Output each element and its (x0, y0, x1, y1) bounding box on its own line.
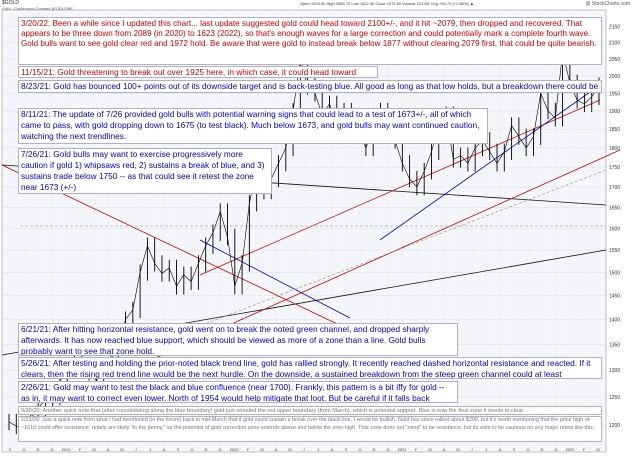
price-label: 2150 (609, 25, 620, 31)
dashed-channel-line (149, 169, 607, 346)
chart-subtitle: Gold - Continuous Contract (EOD) CME (2, 6, 73, 11)
x-tick-label: A (331, 447, 334, 452)
x-tick-label: M (288, 447, 291, 452)
price-label: 1200 (609, 423, 620, 429)
x-tick-label: M (596, 447, 599, 452)
chart-quote: Open 1925.90 High 1983.70 Low 1922.30 Cl… (300, 1, 474, 6)
price-label: 1650 (609, 205, 620, 211)
x-tick-label: J (135, 447, 137, 452)
blue-trend-line-upper (379, 84, 601, 241)
price-label: 1450 (609, 294, 620, 300)
price-label: 1600 (609, 226, 620, 232)
price-label: 1900 (609, 109, 620, 115)
annotation-8-11-21: 8/11/21: The update of 7/26 provided gol… (18, 108, 488, 144)
x-tick-label: A (275, 447, 278, 452)
price-label: 1350 (609, 342, 620, 348)
x-tick-label: N (373, 447, 376, 452)
price-label: 1400 (609, 318, 620, 324)
y-axis-labels: 2150 2100 2050 2000 1950 1900 1850 1800 1750 1700… (609, 25, 620, 429)
x-tick-label: J (149, 447, 151, 452)
price-label: 1300 (609, 368, 620, 374)
x-tick-label: S (513, 447, 516, 452)
price-label: 2000 (609, 74, 620, 80)
annotation-6-21-21: 6/21/21: After hitting horizontal resist… (18, 323, 458, 356)
x-tick-label: 2020 (230, 447, 240, 452)
x-tick-label: D (555, 447, 558, 452)
x-axis-labels: S O N D 2019 F M A M J J A S O N D 2020 F M A M J J A S O N D 2021 F M… (9, 447, 600, 452)
x-tick-label: J (485, 447, 487, 452)
x-tick-label: N (541, 447, 544, 452)
price-label: 1800 (609, 146, 620, 152)
x-tick-label: J (303, 447, 305, 452)
blue-trend-line-lower (199, 239, 351, 319)
price-label: 2050 (609, 57, 620, 63)
x-tick-label: M (456, 447, 459, 452)
x-tick-label: S (345, 447, 348, 452)
x-tick-label: N (205, 447, 208, 452)
x-tick-label: A (443, 447, 446, 452)
annotation-7-26-21: 7/26/21: Gold bulls may want to exercise… (18, 148, 272, 194)
x-tick-label: N (37, 447, 40, 452)
price-label: 1700 (609, 185, 620, 191)
annotation-5-26-21: 5/26/21: After testing and holding the p… (18, 357, 602, 379)
x-tick-label: D (387, 447, 390, 452)
x-tick-label: A (163, 447, 166, 452)
chart-symbol: $GOLD (2, 0, 19, 6)
x-tick-label: D (219, 447, 222, 452)
price-label: 1550 (609, 248, 620, 254)
x-tick-label: F (79, 447, 82, 452)
x-tick-label: M (92, 447, 95, 452)
price-label: 1950 (609, 91, 620, 97)
x-tick-label: 2022 (566, 447, 576, 452)
x-tick-label: A (107, 447, 110, 452)
annotation-1-23-20: 1/23/20: Just a quick note from what I h… (18, 416, 602, 442)
price-label: 2100 (609, 41, 620, 47)
x-tick-label: M (428, 447, 431, 452)
price-label: 1500 (609, 270, 620, 276)
x-tick-label: O (526, 447, 529, 452)
x-tick-label: F (415, 447, 418, 452)
annotation-3-20-22: 3/20/22: Been a while since I updated th… (18, 17, 602, 65)
annotation-9-30-20: 9/30/20: Another quick note that (after … (18, 406, 602, 415)
x-tick-label: 2019 (62, 447, 72, 452)
price-label: 1250 (609, 395, 620, 401)
price-label: 1850 (609, 127, 620, 133)
annotation-2-26-21: 2/26/21: Gold may want to test the black… (18, 381, 458, 403)
x-tick-label: J (471, 447, 473, 452)
x-tick-label: A (499, 447, 502, 452)
annotation-11-15-21: 11/15/21: Gold threatening to break out … (18, 66, 378, 78)
x-tick-label: O (22, 447, 25, 452)
x-tick-label: D (51, 447, 54, 452)
x-tick-label: O (358, 447, 361, 452)
x-tick-label: J (317, 447, 319, 452)
price-label: 1750 (609, 165, 620, 171)
watermark: @ StockCharts.com (585, 1, 630, 7)
x-tick-label: O (190, 447, 193, 452)
x-tick-label: 2021 (398, 447, 408, 452)
x-tick-label: F (247, 447, 250, 452)
x-tick-label: M (120, 447, 123, 452)
annotation-8-23-21: 8/23/21: Gold has bounced 100+ points ou… (18, 80, 602, 93)
x-tick-label: S (9, 447, 12, 452)
x-tick-label: M (260, 447, 263, 452)
x-tick-label: S (177, 447, 180, 452)
x-tick-label: F (583, 447, 586, 452)
